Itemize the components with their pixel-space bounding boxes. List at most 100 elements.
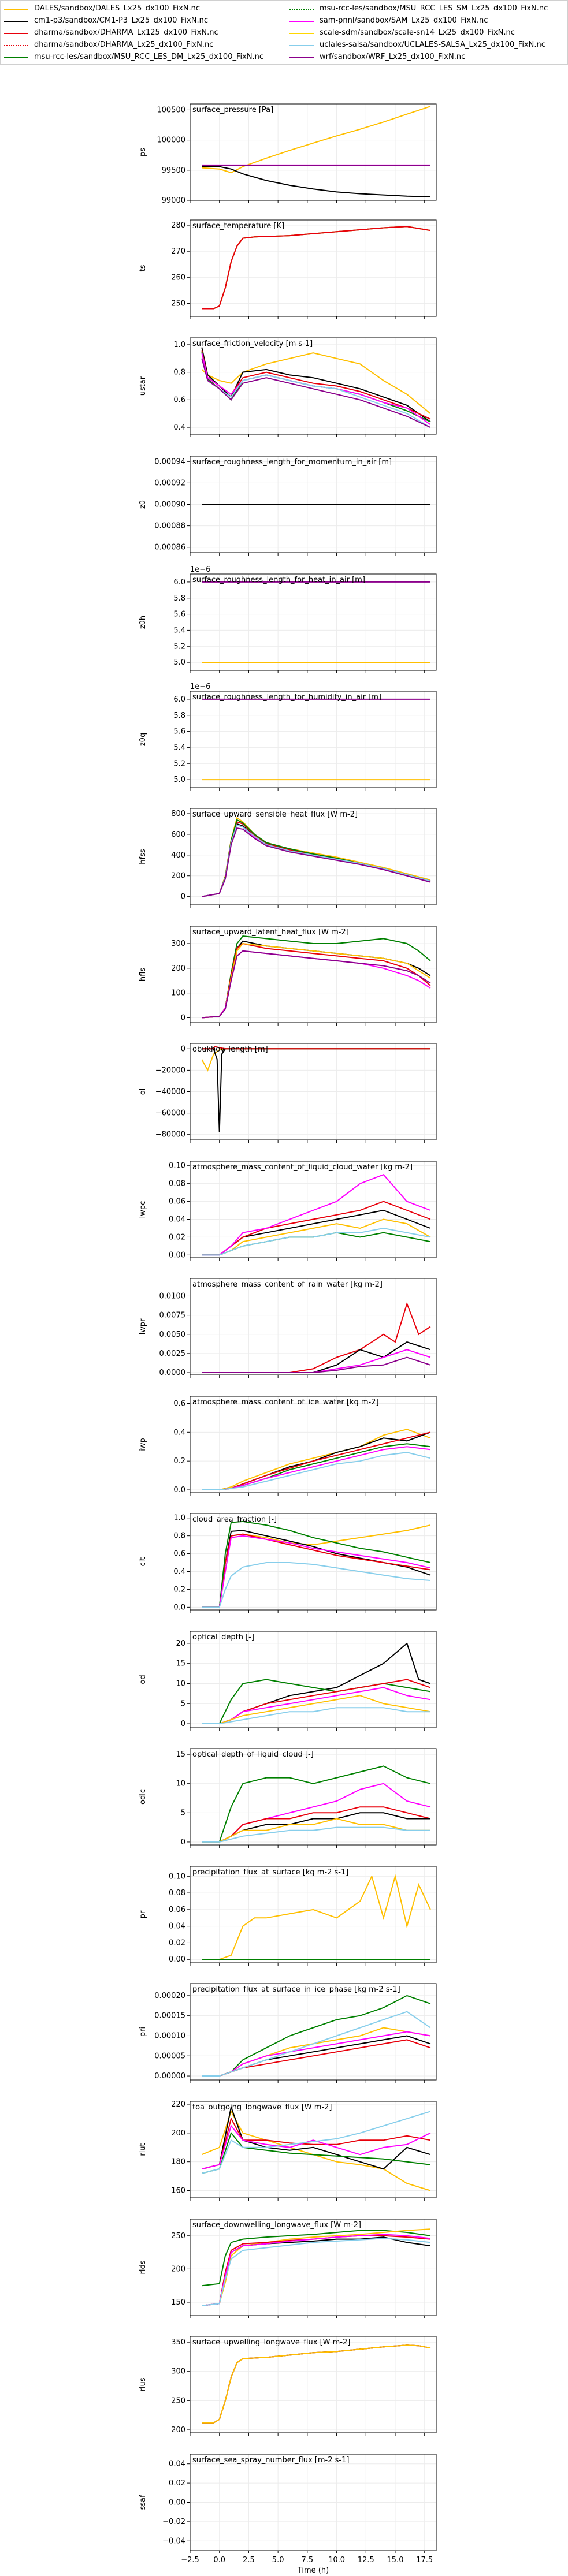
- x-tick-label: 5.0: [272, 2556, 284, 2564]
- y-tick-label: 5: [181, 1699, 185, 1708]
- y-tick-label: 100: [171, 989, 185, 998]
- y-tick-label: −80000: [155, 1131, 185, 1139]
- y-axis-label: hfss: [139, 849, 147, 864]
- y-tick-label: 0.06: [169, 1906, 185, 1914]
- panel-title: surface_roughness_length_for_humidity_in…: [192, 693, 381, 702]
- legend-swatch: [289, 21, 314, 22]
- y-tick-label: 0.0000: [159, 1369, 186, 1377]
- panel-title: optical_depth_of_liquid_cloud [-]: [192, 1750, 314, 1759]
- y-axis-label: z0q: [139, 733, 147, 746]
- y-axis-label: iwp: [139, 1438, 147, 1451]
- panel: 0.00 0.02 0.04 0.06 0.08 0.10 precipitation_fl…: [139, 1866, 437, 1966]
- panel: 0.00000 0.00005 0.00010 0.00015 0.00020 preci…: [139, 1983, 437, 2083]
- series-line: [202, 1174, 431, 1256]
- y-tick-label: 0.0075: [159, 1311, 186, 1320]
- y-tick-label: 5.2: [173, 759, 185, 768]
- panel: 0 5 10 15 20 optical_depth [-] od: [139, 1631, 437, 1731]
- series-line: [202, 950, 431, 1019]
- series-line: [202, 1046, 430, 1050]
- y-tick-label: 300: [171, 2368, 185, 2376]
- legend-swatch: [4, 57, 28, 58]
- legend-label: dharma/sandbox/DHARMA_Lx25_dx100_FixN.nc: [34, 40, 214, 49]
- series-line: [202, 1302, 431, 1373]
- panel-title: cloud_area_fraction [-]: [192, 1515, 277, 1524]
- y-tick-label: 0.6: [173, 1550, 185, 1559]
- plot-frame: [190, 2336, 437, 2433]
- series-line: [202, 2344, 431, 2424]
- y-axis-label: hfls: [139, 968, 147, 981]
- series-line: [202, 226, 431, 310]
- y-tick-label: 0.00020: [154, 1992, 185, 2000]
- legend-label: dharma/sandbox/DHARMA_Lx125_dx100_FixN.n…: [34, 28, 218, 37]
- legend-swatch: [289, 33, 314, 34]
- plot-frame: [190, 691, 437, 788]
- y-tick-label: 350: [171, 2338, 185, 2347]
- series-line: [202, 2131, 431, 2174]
- y-tick-label: −40000: [155, 1088, 185, 1097]
- y-tick-label: 0.4: [173, 423, 185, 432]
- legend-label: msu-rcc-les/sandbox/MSU_RCC_LES_DM_Lx25_…: [34, 53, 264, 61]
- y-tick-label: 0.0025: [159, 1349, 186, 1358]
- panel-title: precipitation_flux_at_surface [kg m-2 s-…: [192, 1868, 348, 1877]
- y-tick-label: 15: [176, 1750, 185, 1759]
- series-line: [202, 1341, 431, 1373]
- panel-title: surface_roughness_length_for_momentum_in…: [192, 458, 392, 467]
- series-line: [201, 350, 431, 420]
- series-line: [202, 1826, 430, 1843]
- legend-swatch: [289, 9, 314, 10]
- panel: 0.0 0.2 0.4 0.6 0.8 1.0 cloud_area_fraction [-…: [139, 1513, 437, 1613]
- y-tick-label: 220: [171, 2100, 185, 2109]
- series-line: [202, 942, 431, 1019]
- panel-title: precipitation_flux_at_surface_in_ice_pha…: [192, 1985, 400, 1994]
- series-line: [202, 1874, 431, 1960]
- y-tick-label: 250: [171, 2232, 185, 2241]
- series-line: [202, 2238, 431, 2306]
- y-tick-label: 0.0050: [159, 1330, 186, 1339]
- y-tick-label: 200: [171, 964, 185, 973]
- legend-label: uclales-salsa/sandbox/UCLALES-SALSA_Lx25…: [320, 40, 545, 49]
- series-line: [201, 352, 431, 426]
- y-tick-label: 100500: [157, 106, 185, 114]
- panel: 0.00086 0.00088 0.00090 0.00092 0.00094 surfa…: [139, 456, 437, 556]
- legend-swatch: [289, 45, 314, 46]
- x-tick-label: 7.5: [302, 2556, 314, 2564]
- y-axis-label: ts: [139, 264, 147, 271]
- panel-title: atmosphere_mass_content_of_rain_water [k…: [192, 1280, 383, 1289]
- plot-frame: [190, 2101, 437, 2198]
- y-tick-label: 200: [171, 2265, 185, 2273]
- legend: DALES/sandbox/DALES_Lx25_dx100_FixN.nc cm…: [0, 0, 568, 65]
- series-line: [201, 347, 431, 423]
- y-tick-label: 0.8: [173, 368, 185, 377]
- y-tick-label: 5.0: [173, 776, 185, 784]
- y-tick-label: 99500: [162, 166, 185, 175]
- y-tick-label: 300: [171, 940, 185, 948]
- plot-frame: [190, 1631, 437, 1728]
- plot-frame: [190, 337, 437, 435]
- y-tick-label: 250: [171, 299, 185, 308]
- series-line: [202, 824, 431, 897]
- y-axis-label: lwpr: [139, 1318, 147, 1334]
- series-line: [202, 823, 431, 897]
- series-line: [202, 1765, 431, 1843]
- y-tick-label: 0.04: [169, 1216, 185, 1224]
- legend-swatch: [4, 33, 28, 34]
- y-tick-label: 0: [181, 1720, 185, 1728]
- panel: 99000 99500 100000 100500 surface_pressure […: [139, 103, 437, 205]
- panel-title: surface_temperature [K]: [192, 222, 284, 230]
- y-tick-label: 280: [171, 221, 185, 230]
- plot-frame: [190, 926, 437, 1023]
- y-tick-label: 0.00090: [154, 501, 185, 509]
- y-tick-label: 0: [181, 1045, 185, 1053]
- y-axis-label: clt: [139, 1557, 147, 1567]
- y-axis-label: odlc: [139, 1789, 147, 1805]
- x-tick-label: 10.0: [328, 2556, 345, 2564]
- y-tick-label: −0.04: [162, 2537, 185, 2545]
- y-tick-label: 150: [171, 2298, 185, 2307]
- legend-label: msu-rcc-les/sandbox/MSU_RCC_LES_SM_Lx25_…: [320, 4, 548, 13]
- y-axis-label: z0: [139, 500, 147, 509]
- series-line: [202, 1679, 431, 1724]
- series-line: [202, 1048, 430, 1133]
- y-tick-label: 0.6: [173, 1399, 185, 1408]
- panel-title: atmosphere_mass_content_of_liquid_cloud_…: [192, 1163, 413, 1172]
- y-tick-label: 0.00094: [154, 457, 185, 466]
